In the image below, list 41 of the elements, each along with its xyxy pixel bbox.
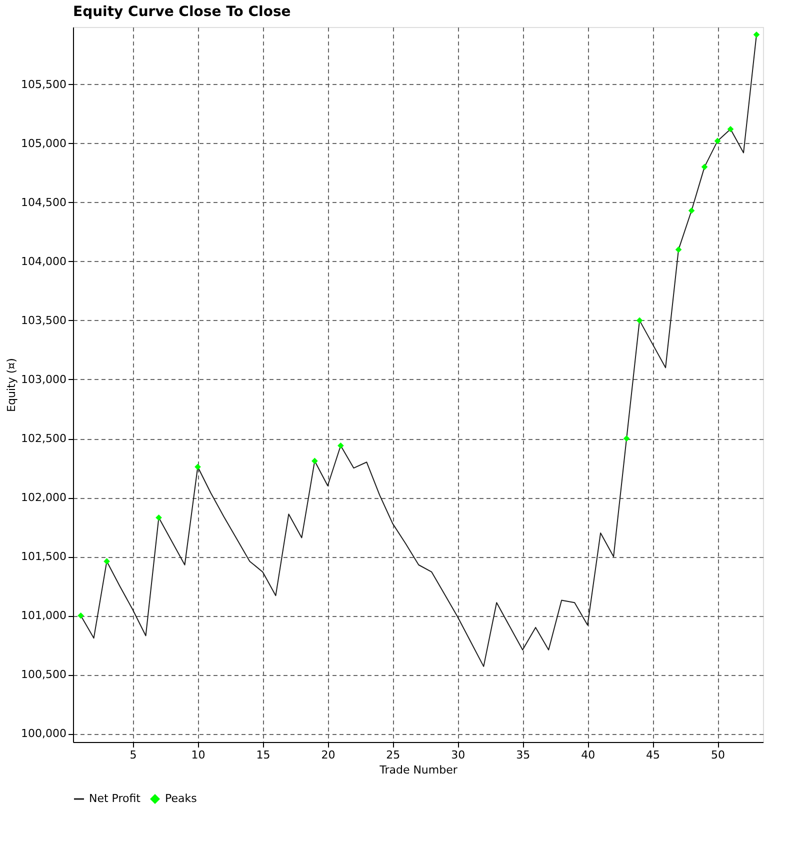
point xyxy=(104,558,110,564)
point xyxy=(312,458,318,464)
y-tick-label: 101,000 xyxy=(21,609,66,622)
y-tick-label: 100,000 xyxy=(21,727,66,740)
point xyxy=(675,246,682,253)
y-tick-label: 105,000 xyxy=(21,136,66,150)
x-tick-label: 25 xyxy=(386,748,400,762)
point xyxy=(727,126,734,132)
x-tick-label: 40 xyxy=(581,748,596,762)
x-tick-label: 35 xyxy=(516,748,530,762)
point xyxy=(636,317,643,324)
point xyxy=(714,138,721,144)
y-tick-label: 100,500 xyxy=(21,668,66,682)
y-tick-label: 102,500 xyxy=(21,432,66,446)
y-tick-label: 105,500 xyxy=(21,78,66,91)
point xyxy=(338,442,344,449)
y-tick-label: 103,000 xyxy=(21,372,66,386)
y-tick-label: 101,500 xyxy=(21,550,66,564)
y-tick-label: 102,000 xyxy=(21,491,66,504)
y-tick-label: 104,000 xyxy=(21,254,66,268)
legend-label: Net Profit xyxy=(89,792,142,805)
point xyxy=(701,164,708,170)
x-axis-title: Trade Number xyxy=(378,764,458,776)
point xyxy=(194,464,201,470)
x-tick-label: 45 xyxy=(646,748,660,762)
y-tick-label: 103,500 xyxy=(21,314,66,327)
y-tick-label: 104,500 xyxy=(21,196,66,209)
point xyxy=(688,207,695,214)
x-tick-label: 50 xyxy=(711,748,726,762)
x-tick-label: 30 xyxy=(451,748,466,762)
chart-title: Equity Curve Close To Close xyxy=(73,4,291,20)
point xyxy=(753,32,760,38)
legend-label: Peaks xyxy=(165,792,198,805)
point xyxy=(623,435,630,442)
x-tick-label: 15 xyxy=(256,748,270,762)
x-tick-label: 20 xyxy=(321,748,336,762)
x-tick-label: 10 xyxy=(191,748,206,762)
x-tick-label: 5 xyxy=(130,748,137,762)
point xyxy=(156,514,162,521)
point xyxy=(78,612,84,619)
y-axis-title: Equity (¤) xyxy=(5,358,18,412)
